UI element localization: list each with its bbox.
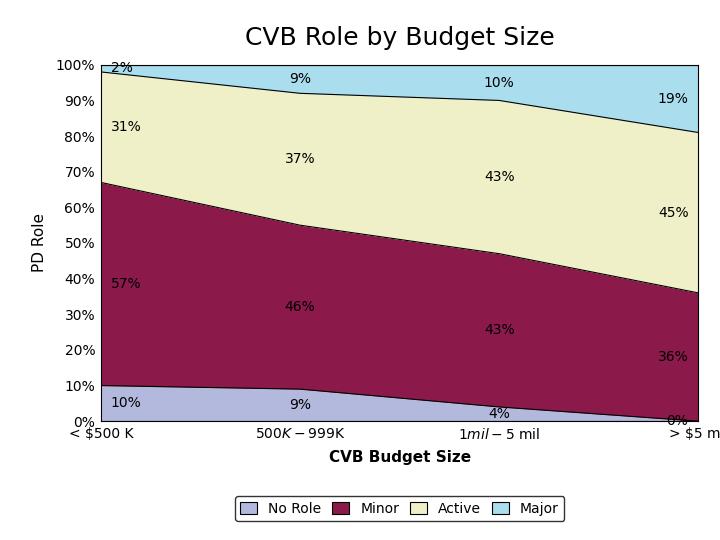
Text: 46%: 46% [284, 300, 315, 314]
Text: 9%: 9% [289, 398, 311, 412]
Text: 36%: 36% [657, 350, 688, 364]
Text: 57%: 57% [111, 277, 141, 291]
Text: 43%: 43% [484, 323, 515, 338]
Text: 10%: 10% [111, 396, 142, 410]
Text: 31%: 31% [111, 120, 142, 134]
Text: 43%: 43% [484, 170, 515, 184]
Text: 2%: 2% [111, 62, 132, 76]
Text: 19%: 19% [657, 92, 688, 106]
Title: CVB Role by Budget Size: CVB Role by Budget Size [245, 26, 554, 50]
Text: 10%: 10% [484, 76, 515, 90]
Y-axis label: PD Role: PD Role [32, 213, 48, 273]
X-axis label: CVB Budget Size: CVB Budget Size [328, 450, 471, 465]
Legend: No Role, Minor, Active, Major: No Role, Minor, Active, Major [235, 496, 564, 521]
Text: 37%: 37% [284, 152, 315, 166]
Text: 45%: 45% [658, 206, 688, 220]
Text: 0%: 0% [667, 414, 688, 428]
Text: 4%: 4% [488, 407, 510, 421]
Text: 9%: 9% [289, 72, 311, 86]
